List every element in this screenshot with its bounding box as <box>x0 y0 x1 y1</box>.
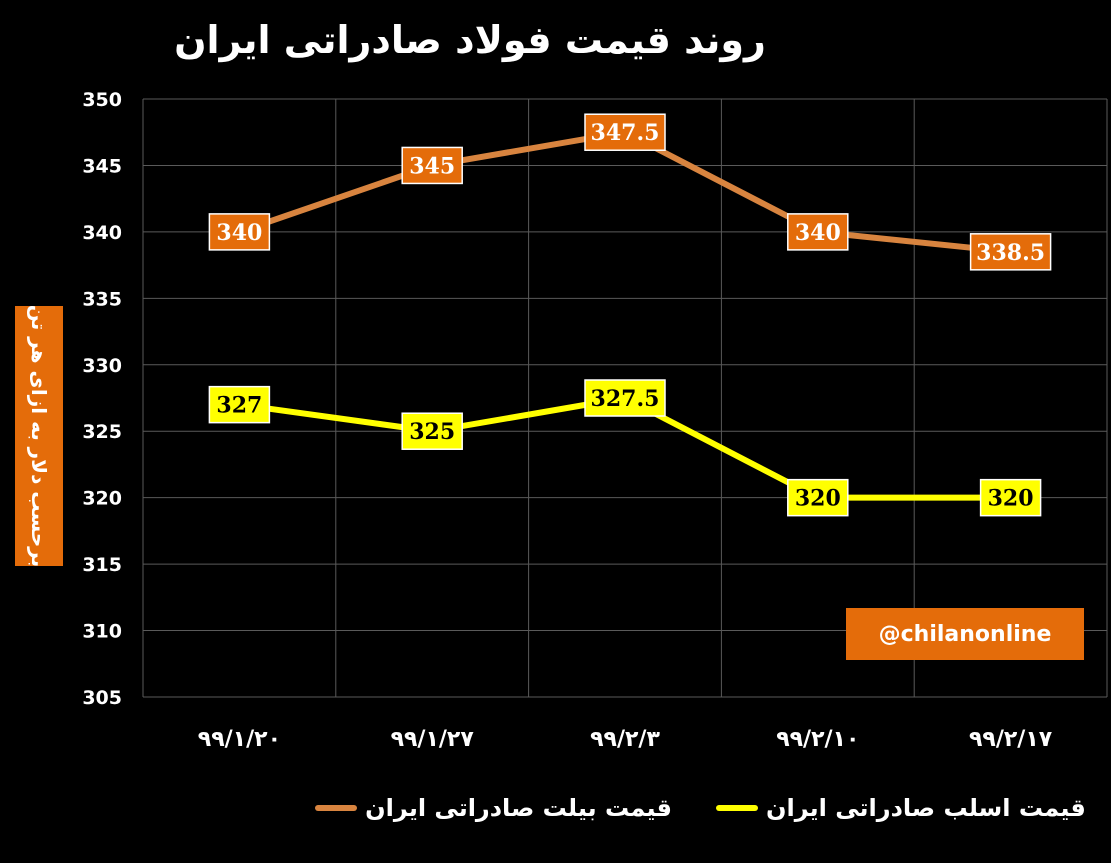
data-label-box <box>584 113 666 151</box>
legend-item-billet: قیمت بیلت صادراتی ایران <box>315 794 672 822</box>
data-label-box <box>208 385 271 424</box>
x-tick-label: ۹۹/۲/۱۷ <box>969 727 1053 752</box>
chart-title: روند قیمت فولاد صادراتی ایران <box>174 18 766 62</box>
x-tick-label: ۹۹/۲/۳ <box>590 727 660 752</box>
legend-label-billet: قیمت بیلت صادراتی ایران <box>365 794 672 822</box>
y-tick-label: 315 <box>82 554 122 576</box>
data-label: 347.5 <box>591 120 660 146</box>
data-label-box <box>401 146 463 185</box>
y-tick-label: 330 <box>82 355 122 377</box>
data-label-box <box>208 213 271 251</box>
y-tick-label: 325 <box>82 421 122 443</box>
legend-swatch-slab <box>716 805 758 811</box>
y-tick-label: 305 <box>82 687 122 709</box>
data-label: 338.5 <box>976 240 1045 266</box>
watermark: @chilanonline <box>846 608 1084 660</box>
y-axis-label-box: برحسب دلار به ازای هر تن <box>15 304 63 568</box>
legend-swatch-billet <box>315 805 358 811</box>
data-label: 320 <box>988 486 1034 512</box>
data-label: 345 <box>409 153 455 179</box>
data-label-box <box>401 412 463 450</box>
y-tick-label: 340 <box>82 222 122 244</box>
y-tick-label: 350 <box>82 89 122 111</box>
x-axis-ticks: ۹۹/۱/۲۰ ۹۹/۱/۲۷ ۹۹/۲/۳ ۹۹/۲/۱۰ ۹۹/۲/۱۷ <box>198 727 1053 752</box>
series-lines <box>236 129 1014 501</box>
data-label: 320 <box>795 486 841 512</box>
data-label: 327.5 <box>591 386 660 412</box>
y-tick-label: 345 <box>82 155 122 177</box>
data-label: 327 <box>216 393 262 419</box>
data-label-box <box>969 233 1052 271</box>
y-tick-label: 310 <box>82 621 122 643</box>
x-tick-label: ۹۹/۱/۲۰ <box>198 727 281 752</box>
data-label-box <box>584 379 666 417</box>
data-label-box <box>787 213 849 251</box>
y-tick-label: 335 <box>82 288 122 310</box>
data-label-box <box>787 478 849 517</box>
legend: قیمت اسلب صادراتی ایران قیمت بیلت صادرات… <box>0 788 1111 828</box>
y-tick-label: 320 <box>82 488 122 510</box>
data-label: 340 <box>216 220 262 246</box>
legend-item-slab: قیمت اسلب صادراتی ایران <box>716 794 1086 822</box>
gridlines <box>142 98 1108 698</box>
x-tick-label: ۹۹/۱/۲۷ <box>391 727 475 752</box>
x-tick-label: ۹۹/۲/۱۰ <box>776 727 859 752</box>
data-label-box <box>979 478 1042 517</box>
legend-label-slab: قیمت اسلب صادراتی ایران <box>766 794 1086 822</box>
data-labels: 340 345 347.5 340 338.5 327 325 327.5 320 320 <box>208 113 1052 517</box>
y-axis-ticks: 305 310 315 320 325 330 335 340 345 350 <box>82 89 122 709</box>
y-axis-label: برحسب دلار به ازای هر تن <box>27 304 51 568</box>
data-label: 340 <box>795 220 841 246</box>
data-label: 325 <box>409 419 455 445</box>
